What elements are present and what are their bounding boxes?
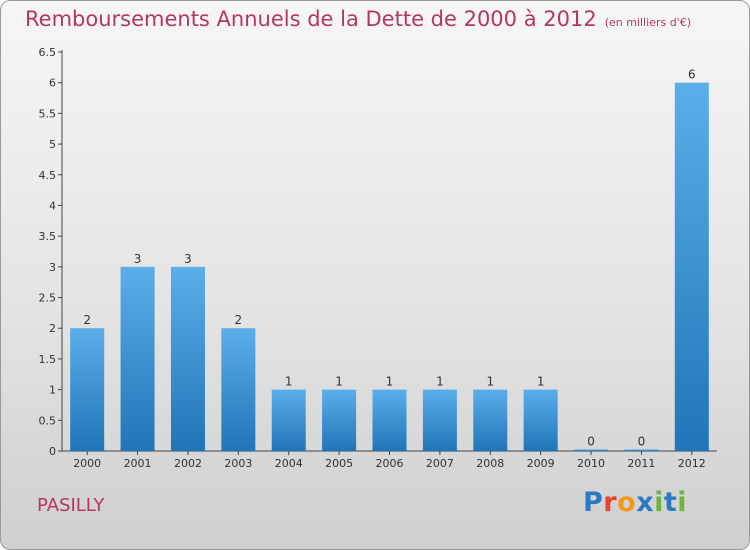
y-tick-label: 6.5 [39, 46, 57, 59]
y-tick-label: 1 [49, 384, 56, 397]
logo-letter: i [677, 487, 688, 518]
bar [574, 449, 609, 451]
bar [70, 328, 105, 451]
x-tick-label: 2012 [678, 457, 706, 470]
y-tick-label: 0 [49, 445, 56, 458]
y-tick-label: 3 [49, 261, 56, 274]
bar-value-label: 0 [587, 435, 595, 449]
y-tick-label: 4 [49, 199, 56, 212]
chart-title: Remboursements Annuels de la Dette de 20… [25, 7, 691, 31]
logo-letter: P [583, 487, 604, 518]
x-tick-label: 2006 [376, 457, 404, 470]
bar [372, 389, 407, 451]
chart-unit-note: (en milliers d'€) [604, 16, 691, 29]
logo-letter: r [603, 487, 618, 518]
y-tick-label: 5.5 [39, 107, 57, 120]
bar-value-label: 1 [386, 375, 394, 389]
y-tick-label: 3.5 [39, 230, 57, 243]
bar [473, 389, 508, 451]
bar-value-label: 0 [638, 435, 646, 449]
chart-title-text: Remboursements Annuels de la Dette de 20… [25, 7, 597, 31]
logo-letter: i [654, 487, 664, 518]
bar-value-label: 2 [235, 313, 243, 327]
bar-value-label: 1 [486, 375, 494, 389]
x-tick-label: 2004 [275, 457, 303, 470]
logo-letter: x [636, 487, 655, 518]
x-tick-label: 2001 [124, 457, 152, 470]
x-tick-label: 2008 [476, 457, 504, 470]
bar-value-label: 3 [134, 252, 142, 266]
bar [624, 449, 659, 451]
x-tick-label: 2000 [73, 457, 101, 470]
bar-value-label: 1 [285, 375, 293, 389]
y-tick-label: 5 [49, 138, 56, 151]
y-tick-label: 2 [49, 322, 56, 335]
commune-name: PASILLY [37, 495, 105, 516]
bar [120, 266, 155, 451]
bar [221, 328, 256, 451]
bar-value-label: 1 [537, 375, 545, 389]
bar-value-label: 6 [688, 68, 696, 82]
x-tick-label: 2003 [224, 457, 252, 470]
bar [170, 266, 205, 451]
bar [674, 82, 709, 451]
y-tick-label: 0.5 [39, 414, 57, 427]
proxiti-logo: Proxiti [583, 487, 687, 518]
x-tick-label: 2009 [527, 457, 555, 470]
bar-value-label: 1 [335, 375, 343, 389]
x-tick-label: 2007 [426, 457, 454, 470]
y-tick-label: 2.5 [39, 292, 57, 305]
x-tick-label: 2002 [174, 457, 202, 470]
x-tick-label: 2011 [627, 457, 655, 470]
bar-value-label: 1 [436, 375, 444, 389]
x-tick-label: 2010 [577, 457, 605, 470]
bar-value-label: 2 [83, 313, 91, 327]
logo-letter: t [663, 487, 678, 518]
bar [322, 389, 357, 451]
bar-value-label: 3 [184, 252, 192, 266]
logo-letter: o [617, 487, 637, 518]
y-tick-label: 4.5 [39, 169, 57, 182]
bar [523, 389, 558, 451]
bar [271, 389, 306, 451]
y-tick-label: 6 [49, 77, 56, 90]
y-tick-label: 1.5 [39, 353, 57, 366]
bar [422, 389, 457, 451]
x-tick-label: 2005 [325, 457, 353, 470]
